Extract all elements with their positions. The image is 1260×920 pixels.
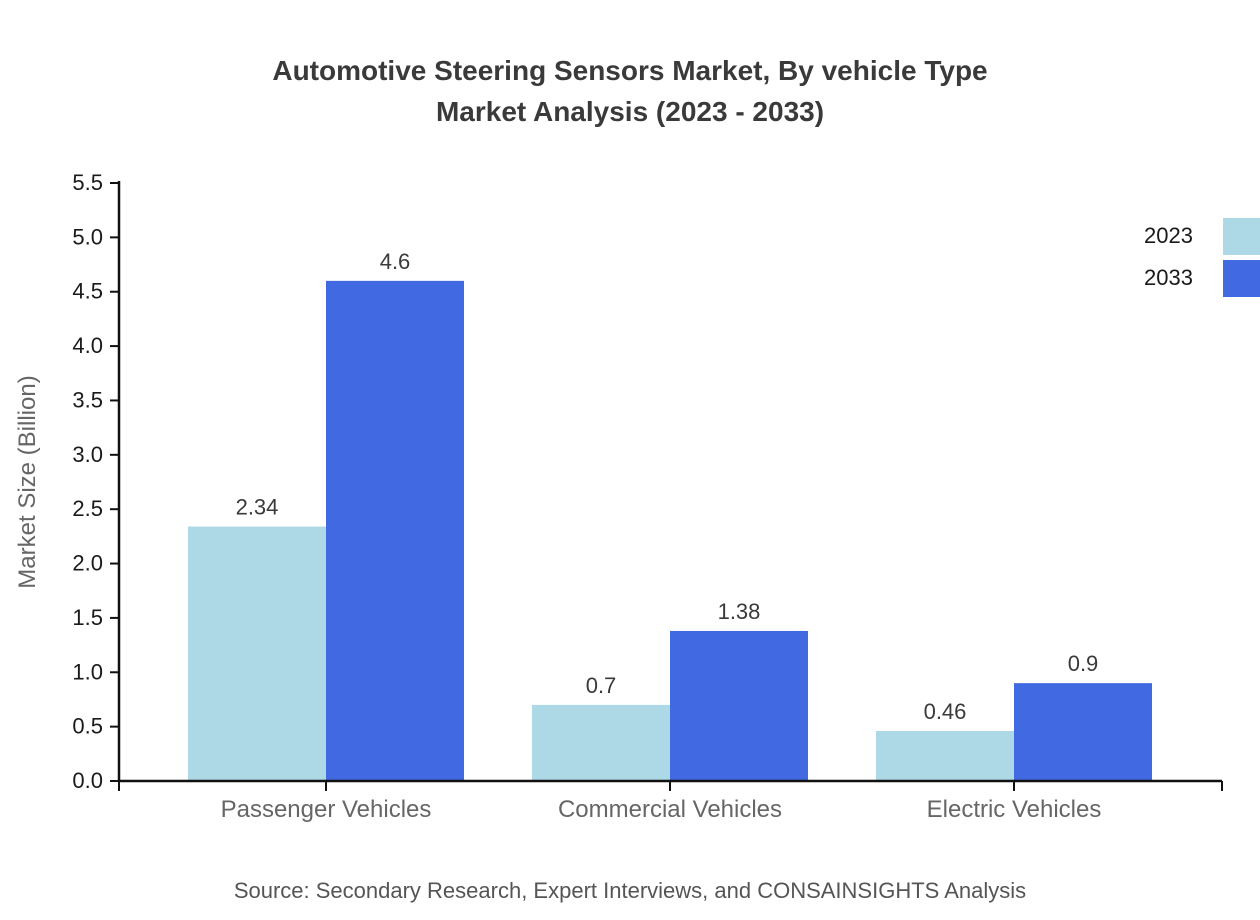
bar-label-2033-passenger-vehicles: 4.6 [380,249,411,274]
y-tick-label-1.5: 1.5 [72,605,103,630]
legend-swatch-2033 [1223,259,1260,297]
y-tick-label-3.5: 3.5 [72,387,103,412]
bar-2023-passenger-vehicles [188,526,326,781]
y-tick-label-2.0: 2.0 [72,551,103,576]
legend-item-2033: 2033 [1144,259,1260,297]
y-tick-label-0.5: 0.5 [72,714,103,739]
y-tick-label-2.5: 2.5 [72,496,103,521]
legend-swatch-2023 [1223,217,1260,255]
bar-2033-commercial-vehicles [670,630,808,781]
bar-label-2023-electric-vehicles: 0.46 [924,699,967,724]
bar-label-2033-electric-vehicles: 0.9 [1068,651,1099,676]
legend: 2023 2033 [1144,217,1260,297]
bar-2023-electric-vehicles [876,730,1014,781]
y-tick-label-3.0: 3.0 [72,442,103,467]
bar-label-2023-passenger-vehicles: 2.34 [236,495,279,520]
y-axis-title: Market Size (Billion) [14,375,41,588]
bar-label-2033-commercial-vehicles: 1.38 [718,599,761,624]
y-tick-label-1.0: 1.0 [72,659,103,684]
y-tick-label-4.5: 4.5 [72,279,103,304]
y-tick-label-5.5: 5.5 [72,170,103,195]
chart-title-line2: Market Analysis (2023 - 2033) [435,96,825,127]
x-axis-label-passenger-vehicles: Passenger Vehicles [221,796,432,823]
x-axis-label-commercial-vehicles: Commercial Vehicles [558,796,782,823]
source-text: Source: Secondary Research, Expert Inter… [233,878,1027,903]
y-tick-label-5.0: 5.0 [72,224,103,249]
legend-label-2023: 2023 [1144,223,1193,248]
bar-2023-commercial-vehicles [532,704,670,781]
legend-item-2023: 2023 [1144,217,1260,255]
y-tick-label-0.0: 0.0 [72,768,103,793]
bar-label-2023-commercial-vehicles: 0.7 [586,673,617,698]
y-tick-label-4.0: 4.0 [72,333,103,358]
bar-2033-electric-vehicles [1014,683,1152,781]
bar-2033-passenger-vehicles [326,280,464,781]
chart-title: Automotive Steering Sensors Market, By v… [0,50,1260,132]
chart-title-line1: Automotive Steering Sensors Market, By v… [272,55,988,86]
x-axis-label-electric-vehicles: Electric Vehicles [927,796,1102,823]
legend-label-2033: 2033 [1144,265,1193,290]
